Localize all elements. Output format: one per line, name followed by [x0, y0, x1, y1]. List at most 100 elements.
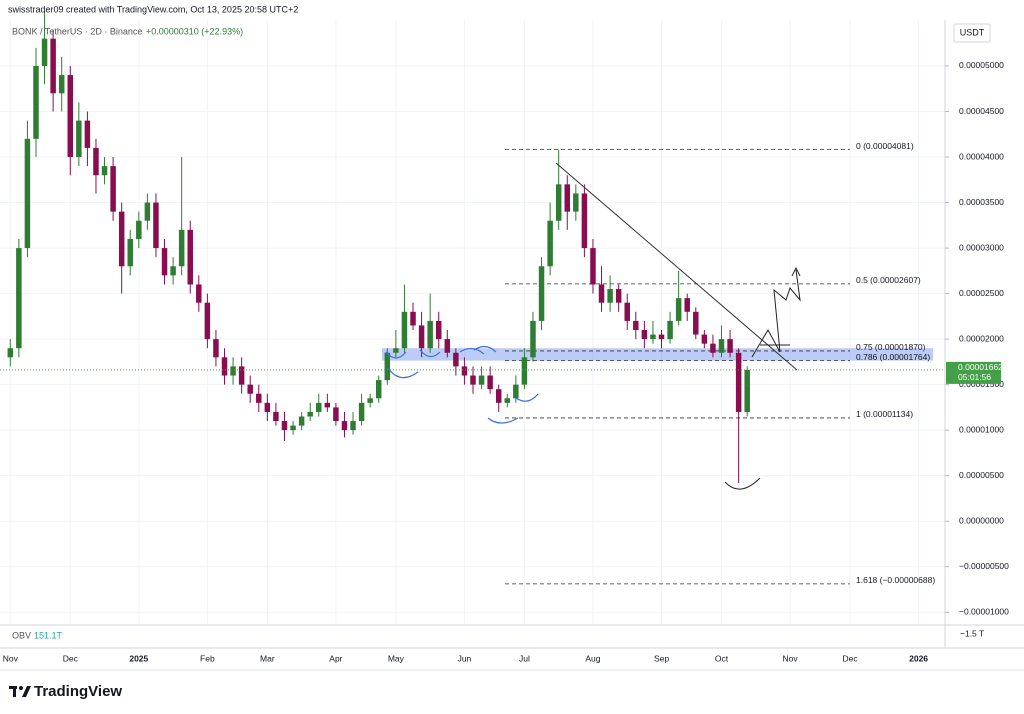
candle-body: [513, 384, 519, 399]
y-tick-label: 0.00005000: [959, 60, 1004, 70]
indicator-name: OBV: [12, 630, 31, 640]
candle-body: [675, 298, 682, 321]
candle-body: [256, 393, 262, 403]
fib-label: 0.786 (0.00001764): [856, 352, 930, 362]
symbol-title: BONK / TetherUS · 2D · Binance: [12, 26, 142, 36]
candle-body: [615, 289, 622, 303]
candle-body: [273, 411, 279, 422]
candle-body: [478, 375, 485, 385]
blue-arrow: [419, 349, 441, 358]
fib-label: 0 (0.00004081): [856, 141, 914, 151]
fib-label: 1.618 (−0.00000688): [856, 575, 935, 585]
candle-body: [624, 302, 630, 321]
candle-body: [418, 325, 425, 349]
candle-body: [564, 184, 570, 212]
currency-box[interactable]: [953, 23, 991, 43]
x-tick-label: Mar: [260, 653, 275, 663]
logo: [9, 686, 31, 697]
candle-body: [170, 266, 176, 276]
y-tick-label: 0.00002000: [959, 333, 1004, 343]
candle-body: [384, 352, 391, 381]
y-tick-label: 0.00004500: [959, 106, 1004, 116]
curve-arrow: [724, 477, 761, 490]
candle-body: [101, 166, 108, 176]
x-tick-label: Dec: [842, 653, 858, 663]
x-tick-label: 2025: [129, 653, 148, 663]
blue-arrow: [515, 393, 539, 402]
candle-body: [136, 220, 142, 239]
candle-body: [410, 311, 416, 326]
candle-body: [650, 334, 656, 340]
candle-body: [238, 366, 245, 385]
candles: [7, 11, 750, 483]
candle-body: [401, 311, 408, 349]
currency[interactable]: USDT: [960, 27, 985, 37]
x-tick-label: Oct: [715, 653, 729, 663]
x-tick-label: Nov: [3, 653, 19, 663]
y-tick-label: −0.00001000: [959, 607, 1009, 617]
candle-body: [710, 343, 716, 353]
candle-body: [461, 366, 468, 376]
candle-body: [641, 330, 648, 340]
candle-body: [376, 380, 382, 399]
y-tick-label: 0.00003000: [959, 242, 1004, 252]
candle-body: [41, 38, 48, 66]
candle-body: [290, 425, 296, 431]
candle-body: [633, 320, 639, 331]
logo-part: [19, 686, 23, 690]
candle-body: [93, 147, 99, 176]
last-price-box: [946, 361, 1001, 384]
candle-body: [667, 320, 673, 340]
candle-body: [298, 416, 305, 426]
candle-body: [547, 220, 553, 267]
candle-body: [144, 202, 151, 221]
candle-body: [58, 75, 65, 94]
y-tick-label: 0.00003500: [959, 197, 1004, 207]
logo-part: [22, 686, 31, 697]
trendline: [555, 162, 798, 371]
blue-arrow: [487, 417, 519, 424]
candle-body: [495, 389, 502, 403]
candle-body: [221, 357, 228, 376]
candle-body: [573, 193, 579, 212]
countdown: 05:01:56: [958, 372, 991, 382]
candle-body: [658, 334, 665, 340]
candle-body: [178, 229, 185, 267]
x-tick-label: Nov: [782, 653, 798, 663]
candle-body: [76, 120, 82, 158]
x-tick-label: Apr: [329, 653, 342, 663]
candle-body: [701, 334, 708, 344]
blue-arrow: [385, 351, 407, 359]
candle-body: [350, 421, 356, 431]
blue-arrow: [459, 347, 485, 355]
candle-body: [684, 298, 690, 312]
candle-body: [118, 211, 125, 267]
candle-body: [590, 248, 596, 285]
candle-body: [341, 421, 348, 431]
candle-body: [324, 402, 331, 408]
candle-body: [24, 138, 31, 249]
candle-body: [316, 402, 322, 412]
candle-body: [230, 366, 236, 376]
candle-body: [50, 38, 56, 94]
indicator-value: 151.1T: [34, 630, 63, 640]
candle-body: [196, 284, 202, 303]
candle-body: [333, 407, 339, 422]
candle-body: [358, 402, 365, 422]
y-tick-label: 0.00004000: [959, 151, 1004, 161]
x-tick-label: Feb: [200, 653, 215, 663]
candle-body: [607, 289, 613, 303]
candle-body: [435, 320, 442, 340]
candle-body: [264, 402, 271, 412]
candle-body: [213, 339, 219, 358]
candle-body: [718, 339, 725, 353]
x-tick-label: Aug: [585, 653, 600, 663]
candle-body: [187, 229, 193, 285]
candle-body: [453, 352, 459, 367]
candle-body: [153, 202, 159, 249]
candle-body: [204, 302, 211, 340]
change: +0.00000310 (+22.93%): [146, 26, 243, 36]
